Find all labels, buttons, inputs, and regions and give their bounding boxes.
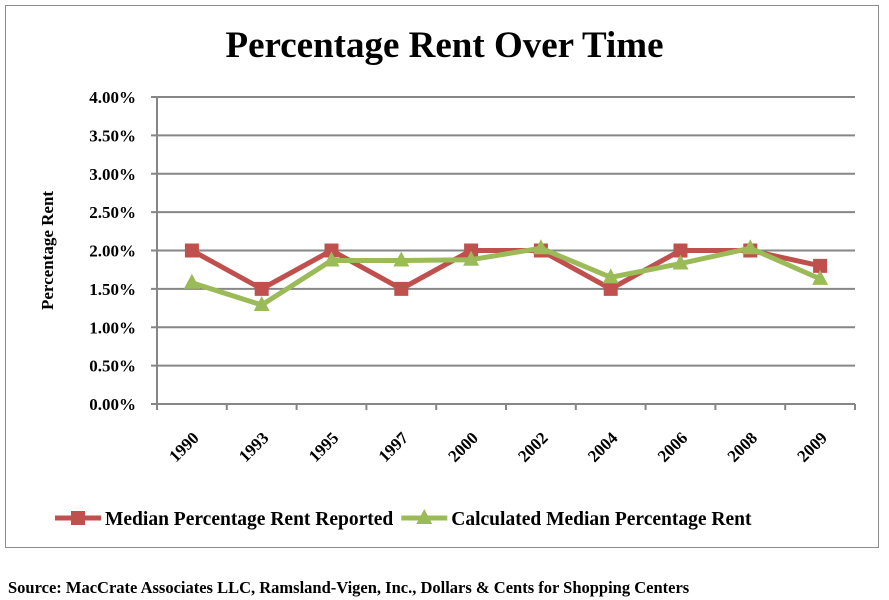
y-tick-label: 1.50% bbox=[89, 280, 136, 299]
x-tick-label: 2009 bbox=[793, 428, 830, 465]
source-note: Source: MacCrate Associates LLC, Ramslan… bbox=[8, 578, 690, 597]
data-point bbox=[532, 239, 549, 255]
data-point bbox=[393, 251, 410, 267]
y-tick-label: 2.00% bbox=[89, 242, 136, 261]
chart-frame bbox=[5, 5, 879, 548]
legend-label: Median Percentage Rent Reported bbox=[105, 509, 393, 530]
x-tick-label: 2002 bbox=[514, 428, 551, 465]
data-point bbox=[742, 239, 759, 255]
data-point bbox=[813, 258, 828, 273]
y-tick-label: 1.00% bbox=[89, 318, 136, 337]
legend-marker bbox=[416, 509, 433, 524]
y-tick-label: 2.50% bbox=[89, 203, 136, 222]
y-tick-label: 4.00% bbox=[89, 88, 136, 107]
chart-title: Percentage Rent Over Time bbox=[225, 25, 664, 66]
y-axis-label: Percentage Rent bbox=[38, 191, 57, 310]
x-tick-label: 2006 bbox=[654, 428, 691, 465]
data-point bbox=[672, 254, 689, 270]
data-point bbox=[463, 250, 480, 266]
line-chart: 0.00% 0.50% 1.00% 1.50% 2.00% 2.50% 3.00% 3.50%… bbox=[38, 88, 856, 530]
data-point bbox=[394, 281, 409, 296]
data-point bbox=[254, 281, 269, 296]
data-point bbox=[673, 243, 688, 258]
x-tick-label: 2000 bbox=[444, 428, 481, 465]
legend-label: Calculated Median Percentage Rent bbox=[451, 509, 752, 530]
x-tick-label: 2008 bbox=[724, 428, 761, 465]
data-point bbox=[464, 243, 479, 258]
series-line-0 bbox=[190, 248, 821, 292]
y-tick-label: 0.00% bbox=[89, 395, 136, 414]
x-tick-label: 1995 bbox=[305, 428, 342, 465]
data-point bbox=[183, 273, 200, 289]
data-point bbox=[603, 281, 618, 296]
y-tick-label: 0.50% bbox=[89, 357, 136, 376]
x-tick-label: 1997 bbox=[375, 428, 413, 466]
data-point bbox=[253, 295, 270, 311]
legend-marker bbox=[71, 511, 85, 525]
x-tick-label: 2004 bbox=[584, 428, 622, 466]
series-line-1 bbox=[191, 245, 822, 308]
y-tick-label: 3.00% bbox=[89, 165, 136, 184]
x-tick-label: 1993 bbox=[235, 428, 272, 465]
x-tick-label: 1990 bbox=[165, 428, 202, 465]
data-point bbox=[602, 268, 619, 284]
data-point bbox=[323, 251, 340, 267]
y-tick-label: 3.50% bbox=[89, 126, 136, 145]
data-point bbox=[324, 243, 339, 258]
data-point bbox=[184, 243, 199, 258]
data-point bbox=[812, 269, 829, 285]
